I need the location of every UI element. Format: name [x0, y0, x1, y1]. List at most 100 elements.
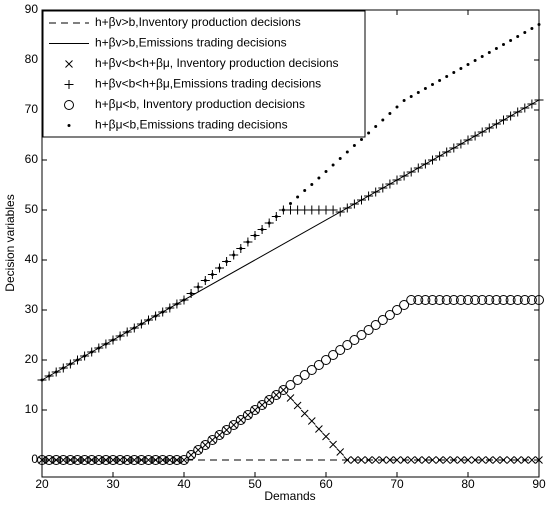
marker-dot — [67, 124, 71, 127]
marker-circle — [455, 295, 466, 305]
marker-dot — [296, 195, 300, 199]
marker-cross — [279, 386, 288, 394]
marker-dot — [445, 75, 449, 78]
marker-dot — [246, 240, 250, 244]
marker-circle — [150, 455, 161, 465]
marker-plus — [442, 147, 452, 157]
marker-stroke — [221, 425, 232, 435]
marker-stroke — [193, 445, 204, 455]
marker-stroke — [381, 118, 385, 122]
marker-stroke — [147, 318, 150, 322]
marker-stroke — [519, 295, 530, 305]
marker-circle — [427, 295, 438, 305]
marker-plus — [406, 167, 416, 177]
marker-circle — [115, 455, 126, 465]
marker-stroke — [360, 138, 363, 141]
marker-stroke — [428, 155, 437, 165]
marker-stroke — [371, 456, 380, 464]
marker-cross — [357, 456, 366, 464]
marker-stroke — [448, 295, 459, 305]
marker-dot — [360, 138, 363, 141]
marker-circle — [470, 295, 481, 305]
marker-stroke — [378, 183, 388, 193]
marker-stroke — [118, 334, 122, 338]
marker-cross — [478, 456, 487, 464]
legend-label: h+βv<b<h+βμ,Emissions trading decisions — [95, 77, 321, 91]
marker-cross — [38, 456, 46, 464]
marker-cross — [492, 456, 501, 464]
marker-stroke — [371, 187, 381, 197]
marker-circle — [65, 455, 76, 465]
marker-stroke — [242, 410, 253, 420]
marker-stroke — [274, 215, 278, 218]
marker-cross — [386, 456, 394, 464]
marker-circle — [534, 295, 544, 305]
marker-cross — [464, 456, 472, 464]
marker-stroke — [455, 295, 466, 305]
marker-dot — [352, 144, 356, 147]
marker-circle — [519, 295, 530, 305]
marker-circle — [171, 455, 182, 465]
marker-stroke — [65, 455, 76, 465]
marker-cross — [506, 456, 515, 464]
marker-dot — [61, 366, 65, 370]
marker-stroke — [158, 456, 167, 464]
marker-stroke — [90, 350, 94, 354]
marker-stroke — [210, 273, 214, 276]
marker-stroke — [300, 409, 309, 418]
legend-box — [42, 10, 366, 138]
marker-dot — [487, 51, 491, 54]
marker-cross — [66, 456, 75, 464]
marker-dot — [196, 285, 200, 289]
marker-cross — [87, 456, 96, 464]
marker-stroke — [278, 385, 289, 395]
marker-dot — [345, 150, 349, 154]
marker-dot — [68, 362, 72, 366]
marker-stroke — [338, 157, 342, 160]
marker-plus — [499, 115, 508, 125]
marker-stroke — [324, 170, 328, 173]
marker-stroke — [407, 456, 416, 464]
marker-circle — [377, 315, 388, 325]
x-tick-label: 70 — [390, 477, 404, 491]
marker-plus — [435, 151, 445, 161]
marker-dot — [374, 125, 378, 128]
marker-stroke — [409, 95, 413, 98]
marker-plus — [349, 199, 359, 209]
marker-stroke — [93, 455, 104, 465]
marker-stroke — [251, 406, 259, 414]
marker-stroke — [97, 346, 101, 350]
marker-circle — [257, 400, 268, 410]
marker-dot — [409, 95, 413, 98]
marker-dot — [423, 87, 427, 90]
marker-cross — [73, 456, 82, 464]
marker-dot — [367, 131, 371, 135]
x-tick-label: 40 — [177, 477, 191, 491]
marker-cross — [499, 456, 508, 464]
marker-stroke — [171, 455, 182, 465]
marker-stroke — [168, 306, 172, 310]
marker-dot — [494, 47, 498, 50]
marker-stroke — [164, 455, 175, 465]
marker-stroke — [125, 330, 129, 334]
marker-stroke — [328, 205, 338, 215]
marker-stroke — [68, 362, 72, 366]
marker-circle — [413, 295, 424, 305]
marker-stroke — [187, 451, 195, 459]
marker-dot — [281, 208, 285, 212]
marker-cross — [336, 448, 345, 456]
marker-circle — [370, 320, 381, 330]
marker-stroke — [257, 400, 268, 410]
marker-plus — [484, 123, 494, 133]
marker-stroke — [385, 179, 395, 189]
x-tick-label: 60 — [319, 477, 333, 491]
marker-plus — [399, 171, 409, 181]
marker-stroke — [299, 370, 310, 380]
marker-stroke — [229, 421, 238, 429]
marker-cross — [52, 456, 61, 464]
marker-circle — [271, 390, 282, 400]
marker-stroke — [442, 147, 452, 157]
marker-dot — [502, 43, 505, 46]
marker-stroke — [434, 295, 445, 305]
marker-cross — [371, 456, 380, 464]
